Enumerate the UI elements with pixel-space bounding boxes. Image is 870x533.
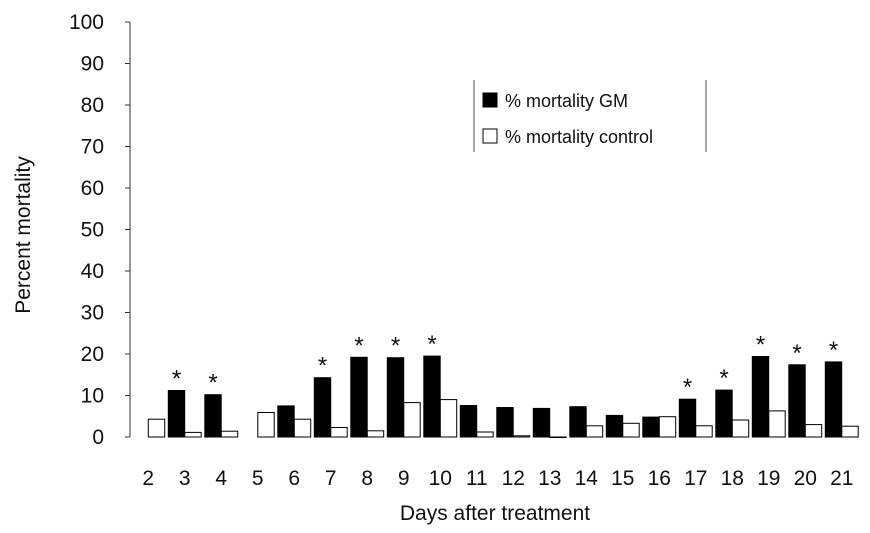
x-tick-label: 8 [361,467,373,490]
legend-swatch-gm [482,92,498,108]
y-tick-label: 40 [81,260,104,283]
y-tick-label: 0 [92,426,104,449]
significance-star: * [756,331,765,358]
y-tick-label: 20 [81,343,104,366]
significance-star: * [318,353,327,380]
y-tick-label: 10 [81,385,104,408]
bar-control [658,416,677,438]
bar-gm [386,357,405,438]
y-tick-labels: 0 10 20 30 40 50 60 70 80 90 100 [69,11,130,449]
significance-star: * [829,337,838,364]
significance-star: * [391,333,400,360]
significance-star: * [792,340,801,367]
bar-control [220,430,239,438]
x-tick-label: 9 [398,467,410,490]
significance-star: * [354,332,363,359]
y-tick-label: 90 [81,53,104,76]
bar-gm [459,405,478,438]
y-tick-label: 50 [81,219,104,242]
legend-swatch-control [482,128,498,144]
bar-gm [277,405,295,438]
x-tick-label: 2 [142,467,154,490]
bar-control [366,430,385,438]
x-tick-label: 11 [466,467,488,490]
significance-star: * [172,366,181,393]
y-tick-label: 80 [81,94,104,117]
x-tick-label: 5 [252,467,264,490]
bar-control [804,424,823,438]
legend-label-gm: % mortality GM [505,91,628,111]
bar-control [549,436,567,438]
x-tick-labels: 2 3 4 5 6 7 8 9 10 11 12 13 14 15 16 17 18 19 20 21 [142,467,853,490]
x-tick-label: 14 [575,467,599,490]
x-tick-label: 15 [611,467,634,490]
bar-control [330,427,348,438]
bar-gm [788,364,806,438]
bar-control [403,402,421,438]
bar-control [476,431,494,438]
bar-control [622,422,640,438]
bar-gm [569,406,587,438]
x-tick-label: 16 [648,467,671,490]
x-tick-label: 21 [830,467,853,490]
bar-gm [423,355,441,438]
bar-control [439,399,458,438]
bar-gm [605,414,624,438]
bar-control [695,425,713,438]
significance-star: * [208,370,217,397]
y-tick-label: 70 [81,136,104,159]
x-tick-label: 4 [215,467,227,490]
significance-markers: * * * * * * * * * * * [172,331,838,401]
chart-legend: % mortality GM % mortality control [473,80,707,152]
bar-control [293,418,312,438]
bar-control [841,425,859,438]
x-tick-label: 17 [684,467,707,490]
bar-control [731,419,750,438]
bar-gm [496,407,514,438]
x-tick-label: 20 [794,467,817,490]
bar-gm [532,407,551,438]
x-tick-label: 13 [538,467,561,490]
x-tick-label: 19 [757,467,780,490]
x-tick-label: 6 [288,467,300,490]
bar-marks [147,355,859,438]
bar-control [512,435,531,438]
y-tick-label: 60 [81,177,104,200]
bar-gm [204,394,222,438]
bar-gm [824,361,843,438]
significance-star: * [427,331,436,358]
x-axis-title: Days after treatment [400,502,590,525]
y-tick-label: 30 [81,302,104,325]
bar-gm [167,390,186,438]
x-tick-label: 3 [179,467,191,490]
bar-gm [751,356,770,438]
bar-gm [313,377,332,438]
bar-gm [678,398,697,438]
legend-label-control: % mortality control [505,127,653,147]
bar-control [257,412,275,438]
x-tick-label: 18 [721,467,744,490]
y-axis-title: Percent mortality [12,156,35,314]
bar-control [768,410,786,438]
x-tick-label: 12 [502,467,525,490]
bar-control [585,425,604,438]
significance-star: * [683,374,692,401]
bar-gm [350,356,368,438]
significance-star: * [719,365,728,392]
y-tick-label: 100 [69,11,104,34]
x-tick-label: 10 [429,467,452,490]
bar-control [147,418,166,438]
x-tick-label: 7 [325,467,337,490]
bar-gm [642,416,660,438]
bar-gm [715,389,733,438]
bar-control [184,431,202,438]
